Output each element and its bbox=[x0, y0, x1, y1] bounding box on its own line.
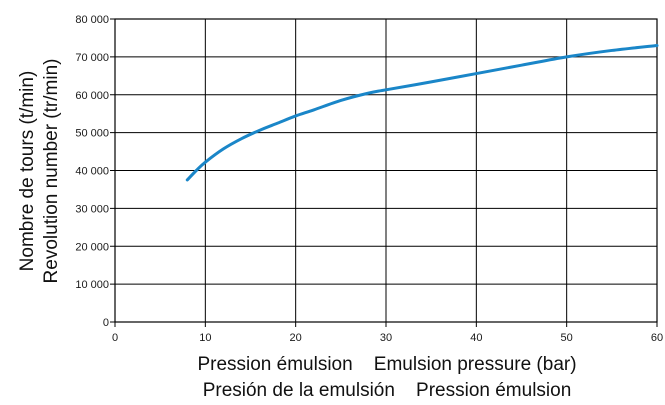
y-tick-label: 70 000 bbox=[75, 52, 109, 64]
y-axis-label-line-1: Nombre de tours (t/min) bbox=[17, 71, 38, 272]
y-tick-label: 50 000 bbox=[75, 128, 109, 140]
y-tick-label: 80 000 bbox=[75, 14, 109, 26]
x-tick-label: 60 bbox=[651, 332, 663, 344]
y-tick-label: 40 000 bbox=[75, 166, 109, 178]
y-tick-label: 10 000 bbox=[75, 279, 109, 291]
x-tick-label: 0 bbox=[112, 332, 118, 344]
x-tick-label: 20 bbox=[290, 332, 302, 344]
y-tick-label: 30 000 bbox=[75, 203, 109, 215]
y-tick-label: 0 bbox=[103, 317, 109, 329]
x-tick-labels: 0 10 20 30 40 50 60 bbox=[112, 332, 663, 344]
y-tick-label: 60 000 bbox=[75, 90, 109, 102]
x-tick-label: 30 bbox=[380, 332, 392, 344]
x-tick-label: 40 bbox=[470, 332, 482, 344]
plot-frame bbox=[114, 18, 658, 323]
x-tick-label: 50 bbox=[561, 332, 573, 344]
y-tick-labels: 0 10 000 20 000 30 000 40 000 50 000 60 000 70 … bbox=[75, 14, 109, 329]
x-axis-label-line-2: Presión de la emulsión Pression émulsion bbox=[203, 380, 572, 401]
series-line bbox=[185, 44, 659, 182]
x-axis-label-line-1: Pression émulsion Emulsion pressure (bar… bbox=[197, 354, 576, 375]
y-tick-label: 20 000 bbox=[75, 241, 109, 253]
grid-lines bbox=[110, 18, 658, 327]
x-tick-label: 10 bbox=[199, 332, 211, 344]
y-axis-label-line-2: Revolution number (tr/min) bbox=[41, 59, 62, 284]
